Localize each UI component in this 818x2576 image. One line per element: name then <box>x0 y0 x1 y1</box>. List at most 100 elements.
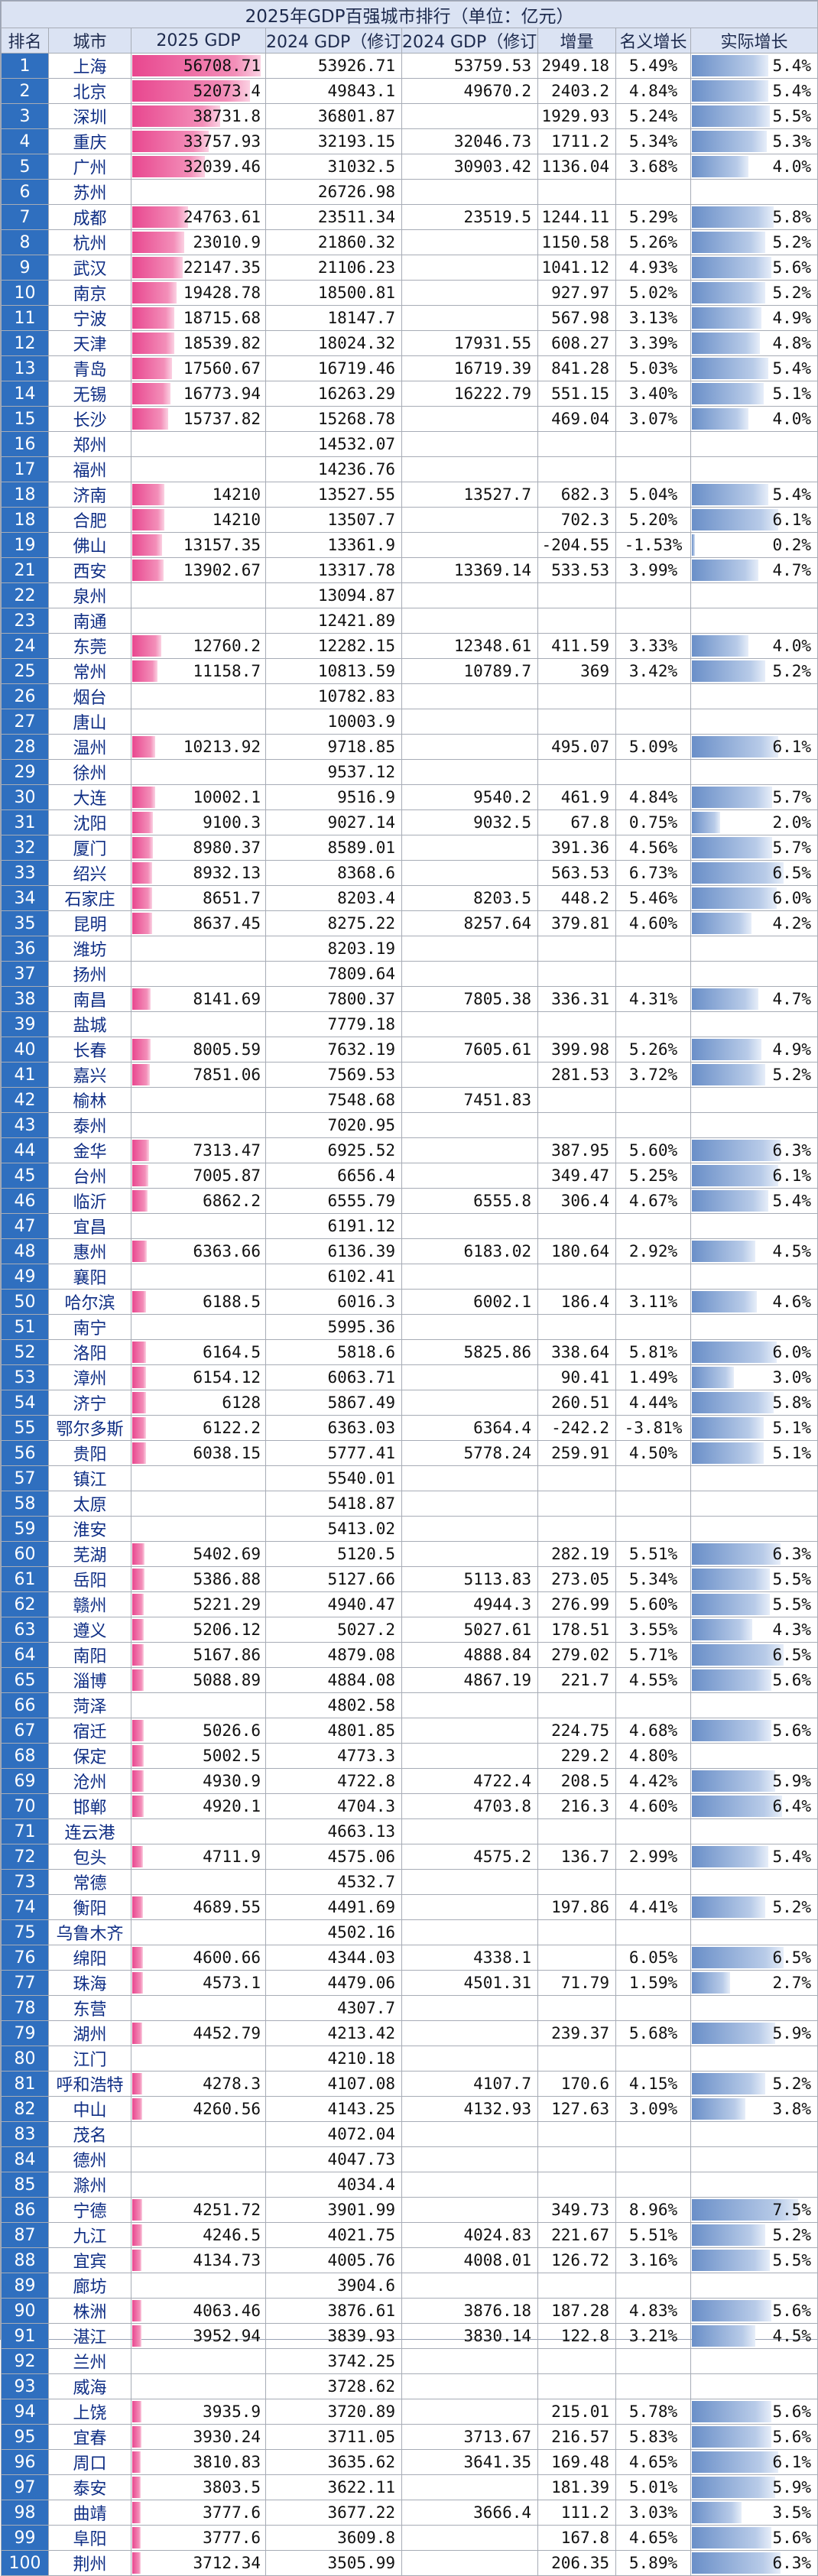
gdp-2025-value: 52073.4 <box>193 82 261 100</box>
gdp-2024-before-cell: 5818.6 <box>265 1339 402 1365</box>
gdp-2024-before-cell: 18024.32 <box>265 330 402 356</box>
table-row: 98 曲靖 3777.6 3677.22 3666.4 111.2 3.03% 3.5% <box>1 2500 818 2526</box>
gdp-2024-before-cell: 7779.18 <box>265 1011 402 1037</box>
increment-cell: 224.75 <box>537 1718 616 1744</box>
gdp-2024-before-cell: 14532.07 <box>265 431 402 457</box>
gdp-2025-value: 32039.46 <box>183 157 261 176</box>
real-growth-cell: 5.2% <box>690 658 818 684</box>
gdp-2025-cell: 8651.7 <box>131 885 266 911</box>
real-growth-value: 6.0% <box>772 889 812 907</box>
gdp-data-bar <box>132 1241 147 1262</box>
table-row: 19 佛山 13157.35 13361.9 -204.55 -1.53% 0.2% <box>1 532 818 558</box>
nominal-growth-cell: 2.92% <box>615 1238 691 1264</box>
gdp-2024-after-cell: 17931.55 <box>401 330 538 356</box>
rank-cell: 62 <box>1 1591 49 1617</box>
city-cell: 泉州 <box>48 582 131 608</box>
gdp-data-bar <box>132 358 173 379</box>
gdp-2024-before-cell: 4940.47 <box>265 1591 402 1617</box>
real-growth-data-bar <box>692 2098 746 2120</box>
nominal-growth-cell: 5.71% <box>615 1642 691 1668</box>
gdp-2024-after-cell <box>401 456 538 482</box>
gdp-2025-cell: 14210 <box>131 482 266 508</box>
real-growth-value: 4.5% <box>772 2327 812 2345</box>
gdp-2025-cell <box>131 2146 266 2172</box>
city-cell: 北京 <box>48 78 131 104</box>
real-growth-data-bar <box>692 2477 776 2498</box>
real-growth-cell: 5.4% <box>690 78 818 104</box>
gdp-2025-cell: 52073.4 <box>131 78 266 104</box>
table-row: 80 江门 4210.18 <box>1 2046 818 2072</box>
city-cell: 大连 <box>48 784 131 810</box>
table-row: 87 九江 4246.5 4021.75 4024.83 221.67 5.51% 5.2% <box>1 2222 818 2248</box>
real-growth-data-bar <box>692 232 766 253</box>
real-growth-cell: 5.9% <box>690 2474 818 2500</box>
real-growth-data-bar <box>692 1392 774 1413</box>
gdp-2025-cell: 10213.92 <box>131 734 266 760</box>
real-growth-data-bar <box>692 1720 771 1741</box>
rank-cell: 54 <box>1 1390 49 1416</box>
table-row: 55 鄂尔多斯 6122.2 6363.03 6364.4 -242.2 -3.81% 5.1… <box>1 1415 818 1441</box>
gdp-2024-after-cell <box>401 2399 538 2425</box>
real-growth-cell: 5.9% <box>690 2020 818 2046</box>
increment-cell: 216.3 <box>537 1793 616 1819</box>
real-growth-cell: 5.7% <box>690 784 818 810</box>
gdp-2024-after-cell: 13527.7 <box>401 482 538 508</box>
increment-cell <box>537 759 616 785</box>
real-growth-cell <box>690 683 818 709</box>
gdp-2024-after-cell <box>401 1894 538 1920</box>
city-cell: 宁德 <box>48 2197 131 2223</box>
rank-cell: 10 <box>1 280 49 306</box>
table-row: 15 长沙 15737.82 15268.78 469.04 3.07% 4.0% <box>1 406 818 432</box>
increment-cell: 276.99 <box>537 1591 616 1617</box>
real-growth-cell: 5.2% <box>690 1062 818 1088</box>
gdp-2025-cell: 6154.12 <box>131 1364 266 1390</box>
gdp-2024-after-cell: 6364.4 <box>401 1415 538 1441</box>
gdp-2024-after-cell: 5027.61 <box>401 1617 538 1643</box>
gdp-2024-after-cell: 4107.7 <box>401 2071 538 2097</box>
city-cell: 乌鲁木齐 <box>48 1919 131 1945</box>
real-growth-data-bar <box>692 2073 766 2094</box>
increment-cell <box>537 1011 616 1037</box>
rank-cell: 29 <box>1 759 49 785</box>
increment-cell: 1150.58 <box>537 229 616 255</box>
nominal-growth-cell <box>615 683 691 709</box>
gdp-2025-cell: 8980.37 <box>131 835 266 861</box>
nominal-growth-cell <box>615 759 691 785</box>
city-cell: 重庆 <box>48 128 131 154</box>
gdp-2024-before-cell: 49843.1 <box>265 78 402 104</box>
gdp-2024-after-cell: 7805.38 <box>401 986 538 1012</box>
gdp-2025-cell: 38731.8 <box>131 103 266 129</box>
gdp-2024-before-cell: 5867.49 <box>265 1390 402 1416</box>
table-row: 79 湖州 4452.79 4213.42 239.37 5.68% 5.9% <box>1 2020 818 2046</box>
nominal-growth-cell <box>615 2172 691 2198</box>
city-cell: 九江 <box>48 2222 131 2248</box>
increment-cell: 180.64 <box>537 1238 616 1264</box>
gdp-2025-cell: 3935.9 <box>131 2399 266 2425</box>
gdp-2024-before-cell: 32193.15 <box>265 128 402 154</box>
nominal-growth-cell: 3.03% <box>615 2500 691 2526</box>
real-growth-data-bar <box>692 736 778 758</box>
increment-cell: 702.3 <box>537 507 616 533</box>
gdp-2024-after-cell: 6555.8 <box>401 1188 538 1214</box>
city-cell: 昆明 <box>48 910 131 936</box>
table-row: 66 菏泽 4802.58 <box>1 1692 818 1718</box>
nominal-growth-cell: 5.20% <box>615 507 691 533</box>
gdp-2025-cell: 5402.69 <box>131 1541 266 1567</box>
city-cell: 株洲 <box>48 2298 131 2324</box>
nominal-growth-cell: 3.21% <box>615 2323 691 2349</box>
real-growth-cell: 5.9% <box>690 1768 818 1794</box>
real-growth-cell: 5.6% <box>690 2525 818 2551</box>
nominal-growth-cell: 5.24% <box>615 103 691 129</box>
real-growth-value: 6.5% <box>772 1646 812 1664</box>
real-growth-data-bar <box>692 2451 778 2473</box>
gdp-2025-cell <box>131 1692 266 1718</box>
table-row: 83 茂名 4072.04 <box>1 2121 818 2147</box>
gdp-2024-before-cell: 4021.75 <box>265 2222 402 2248</box>
real-growth-data-bar <box>692 1972 730 1994</box>
increment-cell <box>537 1869 616 1895</box>
gdp-2024-before-cell: 3622.11 <box>265 2474 402 2500</box>
real-growth-cell <box>690 1465 818 1491</box>
rank-cell: 85 <box>1 2172 49 2198</box>
real-growth-cell: 3.0% <box>690 1364 818 1390</box>
nominal-growth-cell <box>615 1516 691 1542</box>
